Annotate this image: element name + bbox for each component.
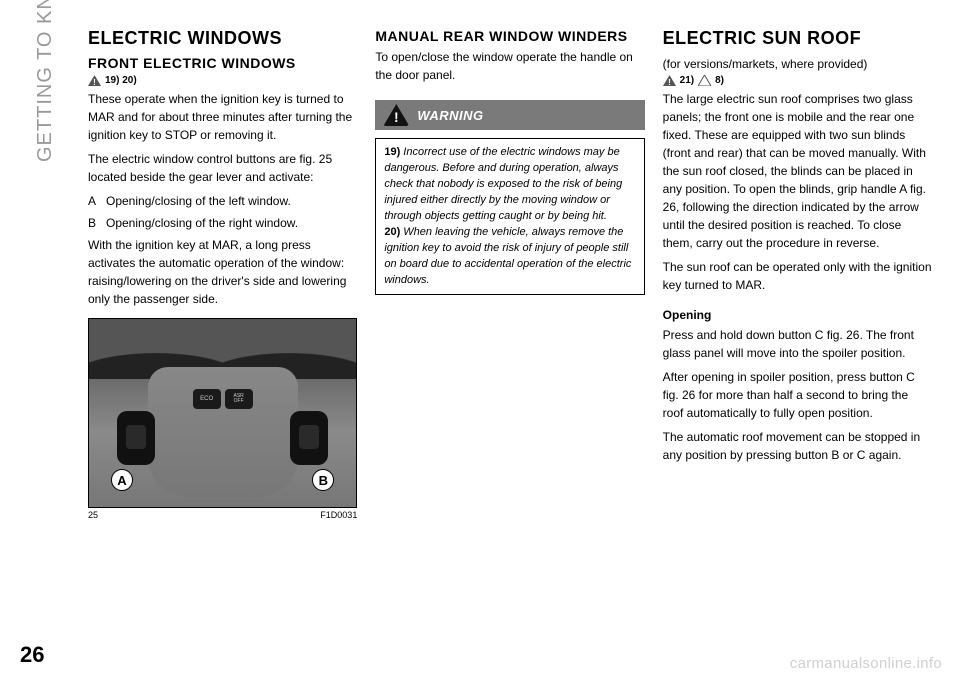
col1-title: ELECTRIC WINDOWS	[88, 28, 357, 49]
warning-header-label: WARNING	[417, 108, 483, 123]
column-2: MANUAL REAR WINDOW WINDERS To open/close…	[375, 28, 644, 648]
list-text-a: Opening/closing of the left window.	[106, 192, 291, 210]
warning-triangle-icon: !	[88, 75, 101, 86]
warning-triangle-icon: !	[663, 75, 676, 86]
warning-box: 19) Incorrect use of the electric window…	[375, 138, 644, 295]
eco-button-graphic: ECO	[193, 389, 221, 409]
col1-p1: These operate when the ignition key is t…	[88, 90, 357, 144]
figure-number: 25	[88, 510, 98, 520]
figure-code: F1D0031	[320, 510, 357, 520]
warn-19-text: Incorrect use of the electric windows ma…	[384, 146, 622, 222]
col1-p3: With the ignition key at MAR, a long pre…	[88, 236, 357, 308]
warn-19-num: 19)	[384, 146, 400, 158]
col3-opening-head: Opening	[663, 308, 932, 322]
column-3: ELECTRIC SUN ROOF (for versions/markets,…	[663, 28, 932, 648]
list-label-b: B	[88, 214, 106, 232]
col3-p1: The large electric sun roof comprises tw…	[663, 90, 932, 252]
watermark: carmanualsonline.info	[790, 655, 942, 672]
col3-ref-a: 21)	[680, 75, 694, 86]
column-1: ELECTRIC WINDOWS FRONT ELECTRIC WINDOWS …	[88, 28, 357, 648]
figure-right-window-button	[290, 411, 328, 465]
col3-title: ELECTRIC SUN ROOF	[663, 28, 932, 49]
figure-label-b: B	[312, 469, 334, 491]
col3-p4: After opening in spoiler position, press…	[663, 368, 932, 422]
list-text-b: Opening/closing of the right window.	[106, 214, 298, 232]
content-columns: ELECTRIC WINDOWS FRONT ELECTRIC WINDOWS …	[88, 28, 932, 648]
figure-caption: 25 F1D0031	[88, 510, 357, 520]
col3-p2: The sun roof can be operated only with t…	[663, 258, 932, 294]
warn-20-text: When leaving the vehicle, always remove …	[384, 226, 631, 286]
warn-20-num: 20)	[384, 226, 400, 238]
figure-console	[148, 367, 298, 497]
col3-subnote: (for versions/markets, where provided)	[663, 55, 932, 73]
page-number: 26	[20, 642, 44, 668]
figure-25: ECO ASR OFF A B	[88, 318, 357, 508]
figure-mid-buttons: ECO ASR OFF	[193, 389, 253, 409]
svg-text:!: !	[668, 78, 671, 86]
col1-subtitle: FRONT ELECTRIC WINDOWS	[88, 55, 357, 71]
warning-header: ! WARNING	[375, 100, 644, 130]
col3-ref-b: 8)	[715, 75, 724, 86]
col3-refs: ! 21) 8)	[663, 75, 932, 86]
col3-p3: Press and hold down button C fig. 26. Th…	[663, 326, 932, 362]
col1-list-b: B Opening/closing of the right window.	[88, 214, 357, 232]
col2-title: MANUAL REAR WINDOW WINDERS	[375, 28, 644, 44]
col1-ref-text: 19) 20)	[105, 75, 137, 86]
col1-p2: The electric window control buttons are …	[88, 150, 357, 186]
asr-off-button-graphic: ASR OFF	[225, 389, 253, 409]
warning-header-icon: !	[383, 104, 409, 126]
chapter-side-text: GETTING TO KNOW YOUR CAR	[34, 0, 57, 200]
svg-text:!: !	[93, 78, 96, 86]
col2-p1: To open/close the window operate the han…	[375, 48, 644, 84]
col1-refs: ! 19) 20)	[88, 75, 357, 86]
col1-list-a: A Opening/closing of the left window.	[88, 192, 357, 210]
info-triangle-icon	[698, 75, 711, 86]
page: GETTING TO KNOW YOUR CAR 26 ELECTRIC WIN…	[0, 0, 960, 686]
list-label-a: A	[88, 192, 106, 210]
figure-left-window-button	[117, 411, 155, 465]
col3-p5: The automatic roof movement can be stopp…	[663, 428, 932, 464]
chapter-side-label: GETTING TO KNOW YOUR CAR	[34, 0, 56, 162]
figure-label-a: A	[111, 469, 133, 491]
